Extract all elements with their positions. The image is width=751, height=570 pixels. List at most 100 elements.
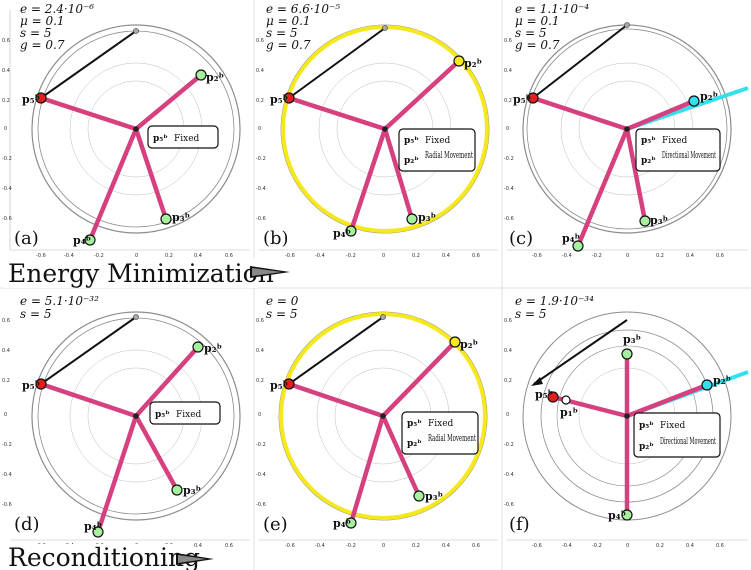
reference-segment: [40, 316, 137, 385]
params: e = 0 s = 5: [266, 294, 299, 321]
svg-text:0: 0: [258, 412, 261, 418]
svg-text:0.4: 0.4: [194, 543, 202, 549]
svg-text:-0.2: -0.2: [592, 253, 602, 259]
label-p5: p₅ᵇ: [270, 93, 288, 106]
panel-d: -0.6 -0.4 -0.2 0 0.2 0.4 0.6 0.6 0.4 0.2…: [2, 294, 250, 549]
svg-text:0.6: 0.6: [225, 543, 233, 549]
point-p3: [639, 215, 651, 227]
svg-text:-0.4: -0.4: [315, 253, 325, 259]
panel-f: -0.6 -0.4 -0.2 0 0.2 0.4 0.6 0.6 0.4 0.2…: [504, 294, 749, 549]
center-point: [133, 413, 139, 419]
label-p3: p₃ᵇ: [425, 490, 443, 503]
svg-text:0.2: 0.2: [256, 378, 264, 384]
svg-text:s = 5: s = 5: [515, 307, 546, 321]
svg-text:-0.6: -0.6: [504, 216, 514, 222]
center-point: [133, 126, 139, 132]
panel-label: (b): [263, 228, 289, 249]
panel-label: (c): [509, 228, 533, 249]
reference-point: [133, 314, 139, 320]
svg-text:0.2: 0.2: [504, 378, 512, 384]
svg-text:0: 0: [382, 543, 385, 549]
x-tick: -0.2: [94, 253, 104, 259]
reference-point: [133, 28, 139, 34]
svg-text:0.2: 0.2: [656, 253, 664, 259]
svg-text:μ = 0.1: μ = 0.1: [20, 14, 65, 28]
limbs: [286, 58, 462, 234]
point-p5: [35, 378, 47, 390]
label-p2: p₂ᵇ: [460, 338, 478, 351]
svg-text:-0.2: -0.2: [2, 442, 12, 448]
y-tick: -0.6: [2, 216, 12, 222]
axis-ticks: -0.6 -0.4 -0.2 0 0.2 0.4 0.6 0.6 0.4 0.2…: [256, 318, 498, 549]
svg-text:0.6: 0.6: [472, 253, 480, 259]
legend-box: p₅ᵇ Fixed: [149, 401, 221, 425]
reference-segment: [288, 316, 384, 385]
reference-arrow: [533, 319, 628, 385]
panel-c: -0.6 -0.4 -0.2 0 0.2 0.4 0.6 0.6 0.4 0.2…: [504, 2, 749, 259]
label-p2: p₂ᵇ: [204, 342, 222, 355]
svg-text:-0.4: -0.4: [256, 472, 266, 478]
label-p4: p₄ᵇ: [84, 520, 102, 533]
svg-text:0.4: 0.4: [686, 543, 694, 549]
svg-text:p₂ᵇ: p₂ᵇ: [407, 439, 422, 449]
y-tick: 0.2: [2, 98, 10, 104]
label-p3: p₃ᵇ: [183, 484, 201, 497]
reference-segment: [288, 27, 386, 99]
svg-text:p₅ᵇ: p₅ᵇ: [407, 419, 422, 429]
section-title-energy: Energy Minimization: [4, 258, 290, 288]
label-p4: p₄ᵇ: [333, 227, 351, 240]
legend-box: p₅ᵇ Fixed p₂ᵇ Radial Movement: [398, 128, 476, 172]
svg-text:s = 5: s = 5: [20, 307, 51, 321]
axis-ticks: -0.6 -0.4 -0.2 0 0.2 0.4 0.6 0.6 0.4 0.2…: [504, 318, 748, 549]
svg-text:0.4: 0.4: [256, 68, 264, 74]
svg-text:g = 0.7: g = 0.7: [20, 38, 65, 52]
svg-text:e = 2.4·10⁻⁶: e = 2.4·10⁻⁶: [20, 2, 94, 16]
center-point: [624, 413, 630, 419]
limbs: [530, 95, 697, 249]
label-p3: p₃ᵇ: [172, 211, 190, 224]
svg-text:-0.2: -0.2: [504, 156, 514, 162]
svg-text:e = 6.6·10⁻⁵: e = 6.6·10⁻⁵: [266, 2, 340, 16]
point-p5: [283, 378, 295, 390]
svg-text:e = 1.9·10⁻³⁴: e = 1.9·10⁻³⁴: [515, 294, 594, 308]
label-p2: p₂ᵇ: [700, 90, 718, 103]
svg-text:p₂ᵇ: p₂ᵇ: [639, 442, 654, 452]
svg-text:0: 0: [626, 543, 629, 549]
x-tick: 0.6: [225, 253, 233, 259]
svg-text:0.6: 0.6: [2, 318, 10, 324]
svg-text:s = 5: s = 5: [266, 26, 297, 40]
point-p2: [195, 69, 207, 81]
label-p4: p₄ᵇ: [333, 517, 351, 530]
params: e = 1.9·10⁻³⁴ s = 5: [515, 294, 594, 321]
point-p5: [527, 92, 539, 104]
svg-text:0.2: 0.2: [504, 98, 512, 104]
svg-text:0.6: 0.6: [256, 318, 264, 324]
svg-text:Fixed: Fixed: [428, 419, 454, 429]
point-p5: [547, 391, 559, 403]
axis-ticks: -0.6 -0.4 -0.2 0 0.2 0.4 0.6 0.6 0.4 0.2…: [504, 38, 748, 259]
label-p4: p₄ᵇ: [562, 232, 580, 245]
svg-text:0.6: 0.6: [716, 253, 724, 259]
box-text: Fixed: [174, 134, 200, 144]
panel-b: -0.6 -0.4 -0.2 0 0.2 0.4 0.6 0.6 0.4 0.2…: [256, 2, 498, 259]
axis-ticks: -0.6 -0.4 -0.2 0 0.2 0.4 0.6 0.6 0.4 0.2…: [2, 10, 250, 259]
point-p1: [561, 395, 571, 405]
y-tick: -0.2: [2, 156, 12, 162]
limbs: [286, 339, 458, 526]
svg-text:Fixed: Fixed: [660, 421, 686, 431]
svg-text:-0.4: -0.4: [504, 186, 514, 192]
label-p5: p₅ᵇ: [22, 379, 40, 392]
point-p3: [413, 490, 425, 502]
point-p2: [449, 336, 461, 348]
svg-text:0.4: 0.4: [686, 253, 694, 259]
svg-text:0: 0: [382, 253, 385, 259]
x-tick: 0.4: [194, 253, 202, 259]
svg-text:-0.4: -0.4: [2, 472, 12, 478]
label-p1: p₁ᵇ: [560, 406, 578, 419]
svg-text:g = 0.7: g = 0.7: [515, 38, 560, 52]
arrow-head-icon: [531, 377, 543, 386]
label-p5: p₅ᵇ: [513, 93, 531, 106]
svg-text:-0.2: -0.2: [592, 543, 602, 549]
point-p3: [171, 484, 183, 496]
y-tick: 0.6: [2, 38, 10, 44]
